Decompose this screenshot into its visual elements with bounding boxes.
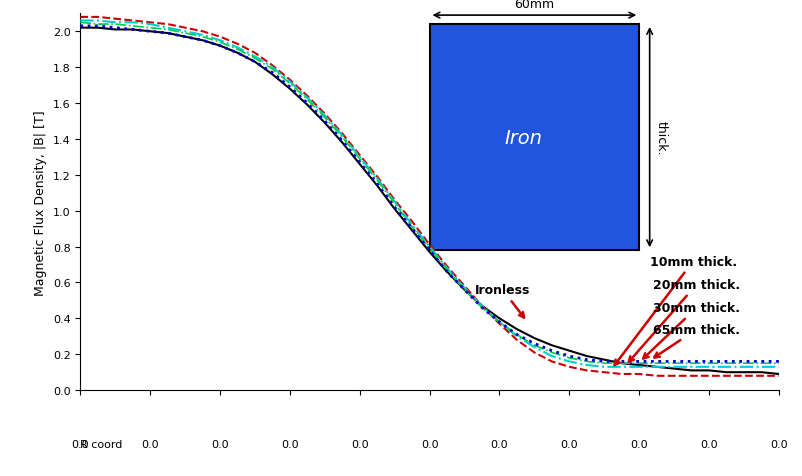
Text: thick.: thick.	[654, 120, 667, 155]
Text: 0.0: 0.0	[141, 439, 159, 449]
Bar	[429, 25, 638, 251]
Text: 0.0: 0.0	[281, 439, 298, 449]
Text: Ironless: Ironless	[475, 284, 530, 318]
Text: 0.0: 0.0	[699, 439, 717, 449]
Text: 0.0: 0.0	[560, 439, 577, 449]
Text: R coord: R coord	[80, 439, 122, 449]
Text: 0.0: 0.0	[490, 439, 508, 449]
Text: 20mm thick.: 20mm thick.	[628, 278, 739, 362]
Text: 10mm thick.: 10mm thick.	[614, 255, 736, 365]
Text: 0.0: 0.0	[350, 439, 368, 449]
Text: 60mm: 60mm	[514, 0, 553, 10]
Text: 0.0: 0.0	[71, 439, 89, 449]
Text: 65mm thick.: 65mm thick.	[652, 323, 739, 357]
Text: 0.0: 0.0	[211, 439, 229, 449]
Text: 0.0: 0.0	[420, 439, 438, 449]
Y-axis label: Magnetic Flux Density, |B| [T]: Magnetic Flux Density, |B| [T]	[34, 109, 47, 295]
Text: 30mm thick.: 30mm thick.	[642, 302, 739, 359]
Text: 0.0: 0.0	[630, 439, 647, 449]
Text: 0.0: 0.0	[769, 439, 787, 449]
Text: Iron: Iron	[504, 129, 542, 147]
